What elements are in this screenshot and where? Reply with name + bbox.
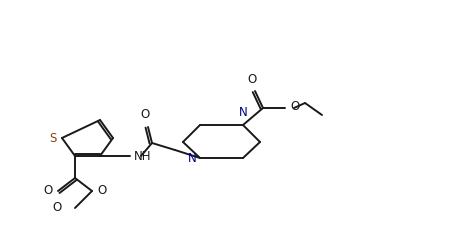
Text: O: O — [247, 73, 256, 86]
Text: O: O — [44, 185, 53, 197]
Text: O: O — [140, 108, 149, 121]
Text: NH: NH — [133, 151, 151, 163]
Text: N: N — [238, 106, 247, 119]
Text: N: N — [187, 151, 196, 165]
Text: O: O — [97, 185, 106, 197]
Text: S: S — [49, 131, 56, 145]
Text: O: O — [290, 101, 299, 114]
Text: O: O — [53, 202, 62, 215]
